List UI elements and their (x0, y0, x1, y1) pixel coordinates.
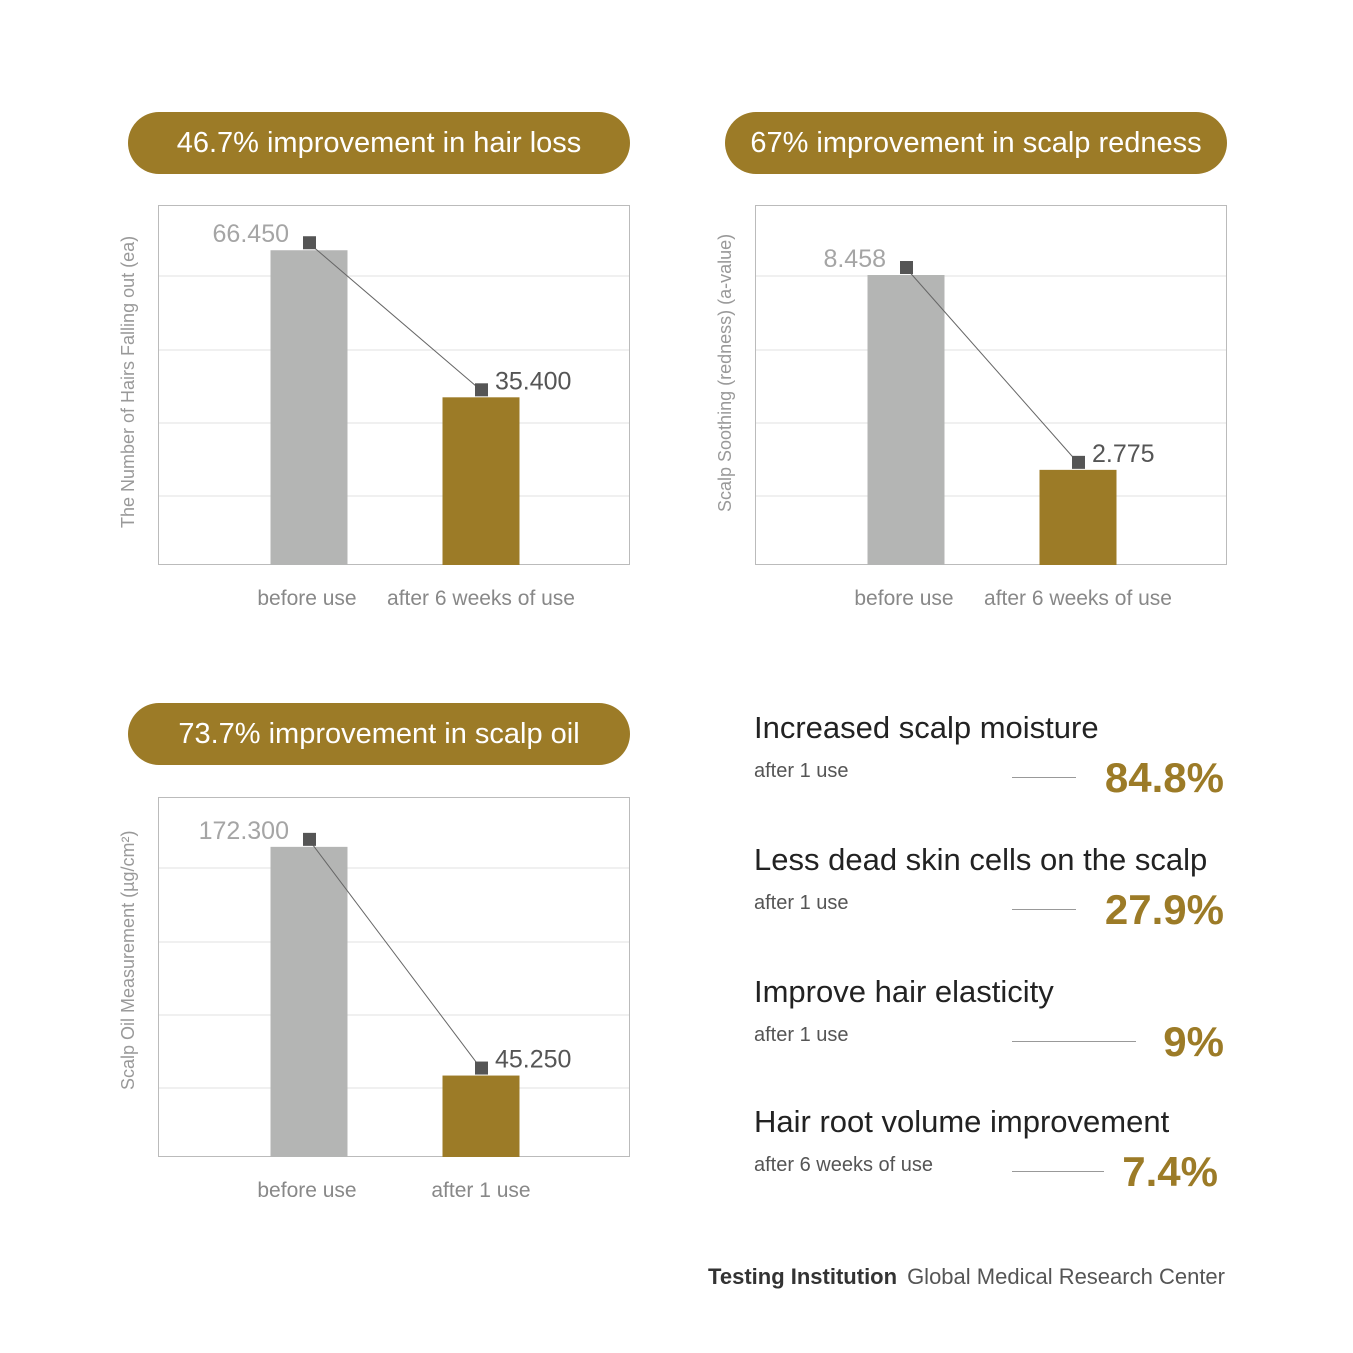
chart-1-title: 46.7% improvement in hair loss (128, 112, 630, 174)
data-marker (1072, 455, 1085, 469)
data-marker (303, 236, 316, 250)
bar-after (1039, 469, 1117, 565)
bar-before (867, 275, 945, 565)
stat-elasticity: Improve hair elasticity after 1 use 9% (754, 974, 1224, 1065)
trend-line (308, 242, 482, 391)
x-tick-label: after 1 use (431, 1179, 530, 1202)
chart-3-ylabel: Scalp Oil Measurement (µg/cm²) (118, 830, 138, 1090)
stat-value: 7.4% (1122, 1148, 1218, 1195)
stat-sub: after 1 use (754, 892, 849, 914)
footer-value: Global Medical Research Center (907, 1264, 1225, 1289)
bar-after (442, 397, 520, 565)
stat-title: Less dead skin cells on the scalp (754, 842, 1208, 877)
stat-moisture: Increased scalp moisture after 1 use 84.… (754, 710, 1224, 801)
chart-svg: 172.300 before use 45.250 after 1 use (158, 797, 630, 1202)
chart-2-title: 67% improvement in scalp redness (725, 112, 1227, 174)
x-tick-label: before use (854, 587, 953, 610)
x-tick-label: before use (257, 1179, 356, 1202)
chart-2: 8.458 before use 2.775 after 6 weeks of use (755, 205, 1295, 625)
stat-sub: after 1 use (754, 1024, 849, 1046)
divider-line (1012, 1041, 1136, 1042)
stat-sub: after 1 use (754, 760, 849, 782)
stat-sub: after 6 weeks of use (754, 1154, 933, 1176)
plot-frame (158, 797, 630, 1157)
data-marker (475, 1061, 488, 1075)
chart-2-ylabel: Scalp Soothing (redness) (a-value) (715, 233, 735, 512)
stat-value: 84.8% (1104, 754, 1224, 801)
footer: Testing Institution Global Medical Resear… (708, 1264, 1225, 1290)
bar-before (270, 846, 348, 1157)
data-marker (475, 383, 488, 397)
x-tick-label: after 6 weeks of use (984, 587, 1172, 610)
bar-before (270, 250, 348, 565)
chart-svg: 66.450 before use 35.400 after 6 weeks of u… (158, 205, 630, 610)
chart-3-title: 73.7% improvement in scalp oil (128, 703, 630, 765)
stat-value: 27.9% (1104, 886, 1224, 933)
divider-line (1012, 777, 1076, 778)
data-label: 8.458 (823, 245, 886, 273)
footer-label: Testing Institution (708, 1264, 898, 1289)
stat-title: Hair root volume improvement (754, 1104, 1170, 1139)
data-marker (900, 261, 913, 275)
data-marker (303, 832, 316, 846)
chart-3: 172.300 before use 45.250 after 1 use (158, 797, 698, 1217)
stat-root-volume: Hair root volume improvement after 6 wee… (754, 1104, 1224, 1195)
stat-dead-skin: Less dead skin cells on the scalp after … (754, 842, 1224, 933)
stat-title: Increased scalp moisture (754, 710, 1099, 745)
chart-svg: 8.458 before use 2.775 after 6 weeks of use (755, 205, 1227, 610)
divider-line (1012, 909, 1076, 910)
chart-1-ylabel: The Number of Hairs Falling out (ea) (118, 235, 138, 528)
bar-after (442, 1075, 520, 1157)
data-label: 45.250 (495, 1046, 571, 1074)
data-label: 35.400 (495, 367, 571, 395)
x-tick-label: before use (257, 587, 356, 610)
chart-1: 66.450 before use 35.400 after 6 weeks of u… (158, 205, 698, 625)
plot-frame (755, 205, 1227, 565)
data-label: 172.300 (199, 817, 289, 845)
stat-value: 9% (1163, 1018, 1224, 1065)
stat-title: Improve hair elasticity (754, 974, 1054, 1009)
trend-line (308, 839, 482, 1069)
trend-line (905, 267, 1079, 464)
divider-line (1012, 1171, 1104, 1172)
data-label: 66.450 (213, 220, 289, 248)
data-label: 2.775 (1092, 440, 1155, 468)
x-tick-label: after 6 weeks of use (387, 587, 575, 610)
plot-frame (158, 205, 630, 565)
